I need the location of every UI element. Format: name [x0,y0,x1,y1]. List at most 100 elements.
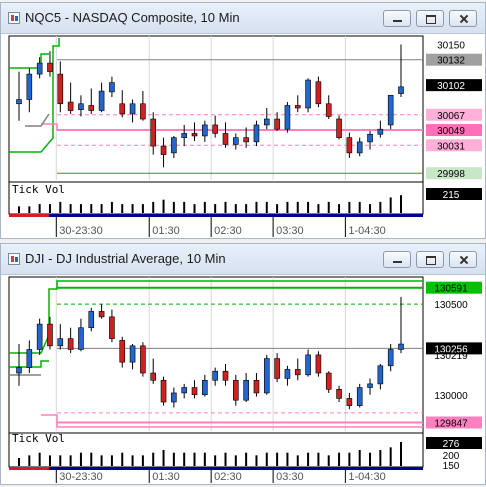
candle-body [160,145,167,155]
price-axis-label: 130591 [434,284,468,295]
candle-body [202,379,208,396]
candle-body [119,340,126,363]
minimize-button[interactable] [383,251,411,268]
close-button[interactable] [449,251,477,268]
candle-body [191,387,198,396]
candle-body [253,379,260,394]
session-bar-start [9,467,49,470]
grey-step-line [25,113,50,127]
candle-body [140,103,146,120]
dji-titlebar[interactable]: DJI - DJ Industrial Average, 10 Min [1,244,485,275]
candle-body [150,118,157,147]
price-axis-label: 130219 [434,351,468,362]
price-axis-label: 30102 [437,81,465,92]
price-axis-label: 30031 [437,141,465,152]
candle-body [305,354,311,376]
candle-body [377,365,384,385]
candle-body [212,370,218,381]
price-tag [426,139,482,152]
candle-body [202,124,208,137]
nasdaq-chart-window: NQC5 - NASDAQ Composite, 10 Min Tick Vol… [0,2,486,239]
candle-body [284,105,291,130]
candle-body [78,327,84,350]
candle-body [233,137,239,145]
candle-body [67,338,74,350]
candle-body [346,398,353,406]
green-step-line [9,38,60,153]
candle-body [109,316,115,339]
volume-value-tag [426,188,482,200]
candle-body [119,103,126,115]
candle-body [129,103,136,115]
session-bar-start [9,214,49,217]
candle-body [191,133,198,137]
candle-body [26,73,33,100]
candle-body [315,354,322,374]
price-tag [426,167,482,180]
candle-body [26,349,33,368]
chart-app-icon [8,12,20,24]
candle-body [284,369,291,379]
candle-body [377,128,384,135]
candle-body [150,372,157,381]
price-tag [426,416,482,429]
price-tag [426,79,482,92]
time-axis-label: 03:30 [276,225,304,237]
candle-body [356,387,363,406]
maximize-button[interactable] [416,10,444,27]
volume-value-tag [426,437,482,449]
candle-body [222,133,229,145]
candle-body [263,118,270,126]
candle-body [263,358,270,394]
volume-axis-label: 150 [443,461,460,472]
candle-body [129,345,136,363]
time-axis-label: 1-04:30 [348,471,385,483]
candle-body [98,90,105,111]
candle-body [233,379,239,401]
nasdaq-titlebar[interactable]: NQC5 - NASDAQ Composite, 10 Min [1,3,485,34]
price-axis-label: 29998 [437,169,465,180]
candle-body [305,79,311,109]
candle-body [181,387,187,394]
candle-body [243,137,249,143]
time-axis-label: 02:30 [214,471,242,483]
candle-body [367,133,373,143]
candle-body [171,392,177,403]
candle-body [109,82,115,93]
green-step-line [9,360,49,368]
time-axis-label: 30-23:30 [59,471,102,483]
candle-body [398,343,404,350]
dji-window-title: DJI - DJ Industrial Average, 10 Min [25,251,226,266]
candle-body [367,383,373,388]
time-axis-label: 30-23:30 [59,225,102,237]
candle-body [294,105,301,109]
price-axis-label: 130256 [434,344,468,355]
candle-body [36,62,43,75]
candle-body [253,124,260,143]
price-axis-label: 30067 [437,111,465,122]
price-axis-label: 30150 [437,40,465,51]
price-axis [424,277,484,467]
candle-body [398,86,404,94]
candle-body [140,345,146,374]
chart-app-icon [8,253,20,265]
minimize-button[interactable] [383,10,411,27]
candle-body [274,118,280,130]
candle-body [171,137,177,154]
candle-body [336,118,342,138]
nasdaq-chart[interactable]: Tick Vol 30150 30132 30102 30067 30049 30031 29… [1,34,485,239]
candle-body [181,133,187,138]
pink-step-line [41,123,423,131]
green-step-line [9,280,423,354]
maximize-button[interactable] [416,251,444,268]
candle-body [88,311,95,329]
candle-body [325,372,332,390]
time-axis-label: 1-04:30 [348,225,385,237]
candle-body [336,389,342,399]
dji-chart-window: DJI - DJ Industrial Average, 10 Min Tick… [0,243,486,485]
candle-body [78,103,84,110]
close-button[interactable] [449,10,477,27]
price-tag [426,124,482,137]
session-bar [9,214,423,217]
